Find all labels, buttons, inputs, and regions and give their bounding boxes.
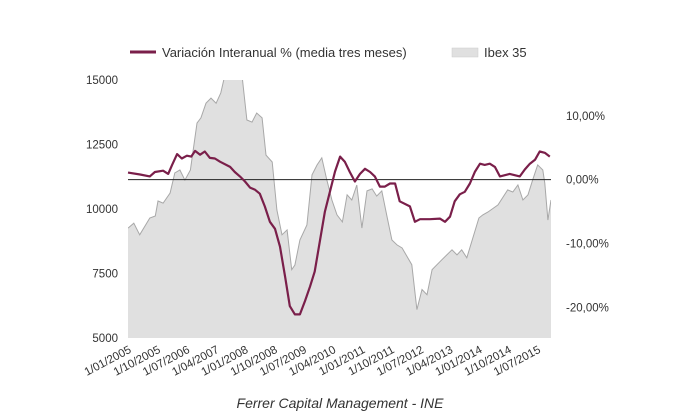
right-axis-tick: -10,00%	[566, 238, 609, 250]
right-axis-tick: 0,00%	[566, 175, 599, 187]
ibex-line	[128, 80, 551, 310]
left-axis-tick: 10000	[86, 204, 118, 216]
plot-area: 15000 12500 10000 7500 5000 10,00% 0,00% -10,00…	[83, 75, 609, 379]
variation-line	[127, 149, 551, 316]
left-axis-tick: 12500	[86, 140, 118, 152]
left-axis-tick: 15000	[86, 75, 118, 87]
legend-label-ibex: Ibex 35	[484, 45, 527, 60]
ibex-area	[128, 80, 551, 338]
right-axis-tick: 10,00%	[566, 111, 605, 123]
legend: Variación Interanual % (media tres meses…	[130, 45, 527, 60]
legend-swatch-ibex	[451, 47, 479, 58]
left-axis-tick: 5000	[92, 333, 118, 345]
left-axis-tick: 7500	[92, 269, 118, 281]
right-axis-tick: -20,00%	[566, 302, 609, 314]
source-caption: Ferrer Capital Management - INE	[237, 395, 445, 411]
legend-label-variation: Variación Interanual % (media tres meses…	[162, 45, 407, 60]
